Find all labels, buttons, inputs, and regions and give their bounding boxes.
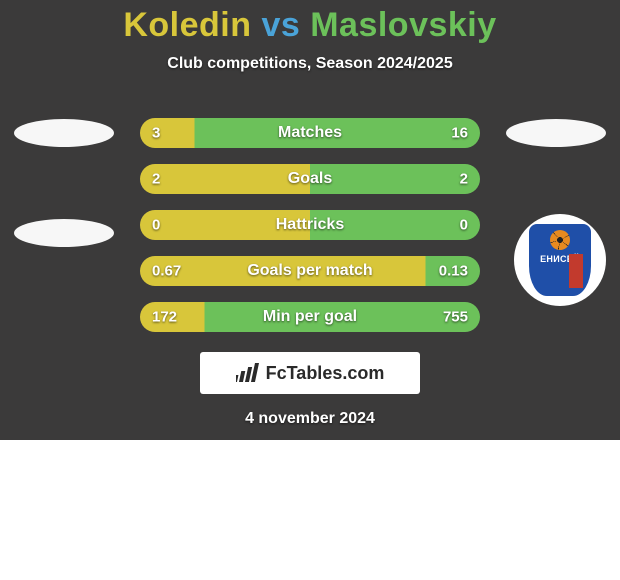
stat-label: Hattricks bbox=[276, 216, 344, 234]
player-right-name: Maslovskiy bbox=[310, 6, 496, 44]
stat-row: 2 Goals 2 ЕНИСЕЙ bbox=[0, 164, 620, 210]
brand-name: FcTables.com bbox=[266, 363, 385, 384]
comparison-title: Koledin vs Maslovskiy bbox=[0, 0, 620, 45]
infographic-stage: Koledin vs Maslovskiy Club competitions,… bbox=[0, 0, 620, 440]
stat-value-right: 2 bbox=[460, 171, 468, 188]
stat-label: Goals bbox=[288, 170, 332, 188]
stat-value-left: 0.67 bbox=[152, 263, 181, 280]
stat-label: Min per goal bbox=[263, 308, 357, 326]
stat-value-right: 0.13 bbox=[439, 263, 468, 280]
stat-row: 172 Min per goal 755 bbox=[0, 302, 620, 348]
stat-bar: 0.67 Goals per match 0.13 bbox=[140, 256, 480, 286]
stat-bar: 0 Hattricks 0 bbox=[140, 210, 480, 240]
title-vs: vs bbox=[261, 6, 300, 44]
stat-label: Matches bbox=[278, 124, 342, 142]
stat-value-left: 0 bbox=[152, 217, 160, 234]
stat-bar: 172 Min per goal 755 bbox=[140, 302, 480, 332]
bar-chart-icon bbox=[236, 363, 260, 383]
stat-value-right: 755 bbox=[443, 309, 468, 326]
stat-label: Goals per match bbox=[247, 262, 372, 280]
stat-value-left: 172 bbox=[152, 309, 177, 326]
flag-oval-left bbox=[14, 119, 114, 147]
stat-row: 0 Hattricks 0 bbox=[0, 210, 620, 256]
date-line: 4 november 2024 bbox=[0, 410, 620, 428]
stat-value-left: 2 bbox=[152, 171, 160, 188]
stat-value-left: 3 bbox=[152, 125, 160, 142]
stat-bar: 2 Goals 2 bbox=[140, 164, 480, 194]
stat-value-right: 0 bbox=[460, 217, 468, 234]
stat-row: 0.67 Goals per match 0.13 bbox=[0, 256, 620, 302]
stat-row: 3 Matches 16 bbox=[0, 118, 620, 164]
stat-bar: 3 Matches 16 bbox=[140, 118, 480, 148]
brand-logo-box: FcTables.com bbox=[200, 352, 420, 394]
subtitle: Club competitions, Season 2024/2025 bbox=[0, 55, 620, 73]
flag-oval-right bbox=[506, 119, 606, 147]
player-left-name: Koledin bbox=[123, 6, 251, 44]
stat-value-right: 16 bbox=[451, 125, 468, 142]
stat-rows: 3 Matches 16 2 Goals 2 ЕНИСЕЙ bbox=[0, 118, 620, 348]
